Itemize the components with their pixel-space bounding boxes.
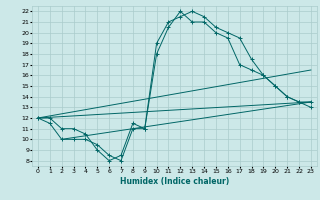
X-axis label: Humidex (Indice chaleur): Humidex (Indice chaleur) — [120, 177, 229, 186]
